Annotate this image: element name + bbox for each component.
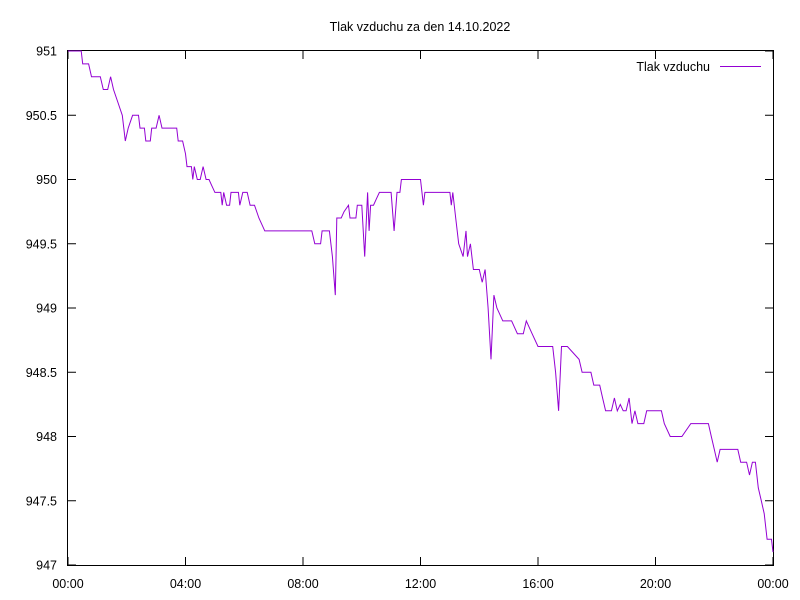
y-axis-ticks: 951 950.5 950 949.5 949 948.5 948 947.5 947 xyxy=(26,45,773,573)
x-tick-label: 04:00 xyxy=(170,577,201,591)
x-tick-label: 16:00 xyxy=(522,577,553,591)
y-tick-label: 947.5 xyxy=(26,494,57,508)
y-tick-label: 948.5 xyxy=(26,366,57,380)
y-tick-label: 948 xyxy=(36,430,57,444)
y-tick-label: 950.5 xyxy=(26,109,57,123)
y-tick-label: 950 xyxy=(36,173,57,187)
x-tick-label: 12:00 xyxy=(405,577,436,591)
y-tick-label: 949.5 xyxy=(26,237,57,251)
y-tick-label: 949 xyxy=(36,302,57,316)
x-tick-label: 00:00 xyxy=(52,577,83,591)
x-tick-label: 08:00 xyxy=(287,577,318,591)
plot-border xyxy=(67,50,774,566)
series-line-tlak-vzduchu xyxy=(68,50,774,553)
y-tick-label: 951 xyxy=(36,45,57,59)
x-tick-label: 20:00 xyxy=(640,577,671,591)
x-tick-label: 00:00 xyxy=(757,577,788,591)
x-axis-ticks: 00:00 04:00 08:00 12:00 16:00 20:00 00:00 xyxy=(52,51,789,591)
y-tick-label: 947 xyxy=(36,559,57,573)
legend: Tlak vzduchu xyxy=(636,60,761,74)
chart-title: Tlak vzduchu za den 14.10.2022 xyxy=(330,20,511,34)
legend-label: Tlak vzduchu xyxy=(636,60,710,74)
